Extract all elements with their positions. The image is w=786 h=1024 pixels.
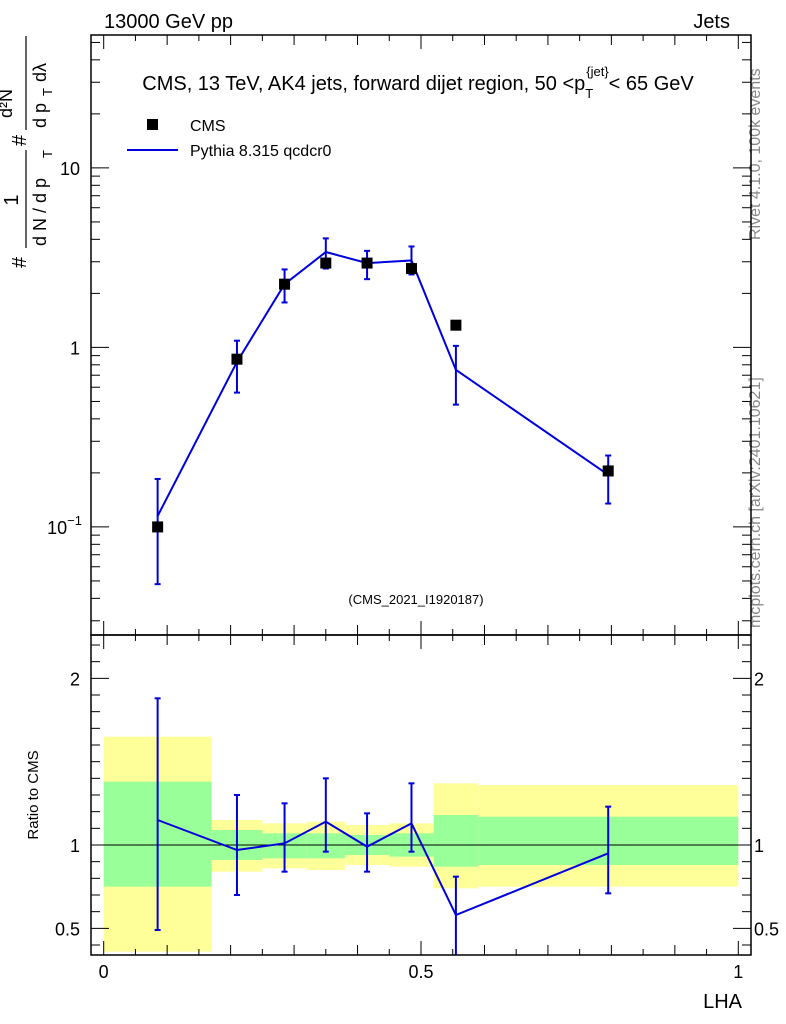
svg-text:T: T xyxy=(40,88,55,96)
cms-data-point-2 xyxy=(279,278,291,290)
ratio-y-tick-label-left-0: 0.5 xyxy=(55,919,80,939)
ratio-y-axis-label: Ratio to CMS xyxy=(25,750,42,839)
svg-text:d²N: d²N xyxy=(0,89,16,118)
x-axis-label: LHA xyxy=(703,991,743,1013)
svg-text:#: # xyxy=(9,256,31,268)
ratio-y-tick-label-left-2: 2 xyxy=(70,669,80,689)
header-right: Jets xyxy=(693,11,730,33)
side-label-mcplots: mcplots.cern.ch [arXiv:2401.10621] xyxy=(747,377,764,628)
svg-text:1: 1 xyxy=(1,194,23,205)
main-y-tick-label-1: 1 xyxy=(70,338,80,358)
svg-text:d N / d p: d N / d p xyxy=(30,178,50,246)
main-y-tick-label-2: 10 xyxy=(60,159,80,179)
ratio-y-tick-label-right-1: 1 xyxy=(754,836,764,856)
x-tick-label-1: 0.5 xyxy=(408,962,433,982)
cms-data-point-6 xyxy=(450,319,462,331)
cms-data-point-4 xyxy=(361,257,373,269)
chart-title: CMS, 13 TeV, AK4 jets, forward dijet reg… xyxy=(142,64,694,101)
main-y-tick-label-0: 10−1 xyxy=(47,513,82,538)
side-label-rivet: Rivet 4.1.0, 100k events xyxy=(747,68,764,240)
cms-data-point-3 xyxy=(320,257,332,269)
x-tick-label-2: 1 xyxy=(733,962,743,982)
main-y-axis-label: #1 d N / d p T # d²N d p Tdλ xyxy=(0,36,55,268)
x-tick-label-0: 0 xyxy=(99,962,109,982)
ratio-y-tick-label-right-2: 2 xyxy=(754,669,764,689)
svg-text:d p: d p xyxy=(30,103,50,128)
ratio-mc-line xyxy=(157,819,609,917)
frames: 0 0.5 1 LHA 10−1 1 10 #1 d N / d p T # d²N d p Tdλ 0.5… xyxy=(0,34,779,1013)
header-left: 13000 GeV pp xyxy=(104,11,233,33)
legend-label-pythia: Pythia 8.315 qcdcr0 xyxy=(190,143,332,160)
cms-data-point-7 xyxy=(602,465,614,477)
mc-line xyxy=(156,250,609,517)
main-panel: (CMS_2021_I1920187) CMS, 13 TeV, AK4 jets… xyxy=(127,64,694,607)
svg-text:T: T xyxy=(40,150,55,158)
ratio-band-stat-6 xyxy=(433,815,479,867)
svg-text:dλ: dλ xyxy=(30,63,50,82)
cms-data-point-1 xyxy=(231,353,243,365)
ratio-panel xyxy=(91,697,751,955)
legend-label-cms: CMS xyxy=(190,118,226,135)
ratio-y-tick-label-left-1: 1 xyxy=(70,836,80,856)
cms-data-point-0 xyxy=(152,521,164,533)
legend-marker-cms xyxy=(147,119,158,130)
svg-text:#: # xyxy=(9,134,31,146)
analysis-watermark: (CMS_2021_I1920187) xyxy=(348,592,483,607)
cms-data-point-5 xyxy=(405,263,417,275)
ratio-y-tick-label-right-0: 0.5 xyxy=(754,919,779,939)
